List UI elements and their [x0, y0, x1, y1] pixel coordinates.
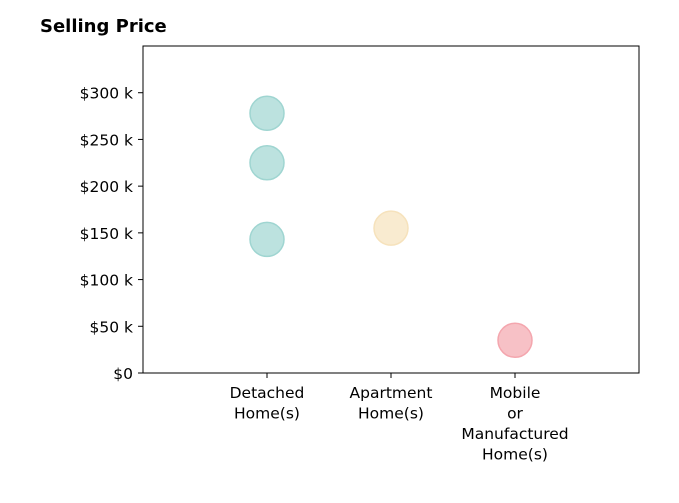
y-tick-label: $200 k	[80, 178, 133, 196]
data-point	[249, 221, 285, 258]
x-tick-label: Home(s)	[482, 446, 548, 464]
y-tick-label: $50 k	[90, 318, 134, 336]
plot-frame	[142, 45, 640, 374]
x-tick-label: Detached	[230, 384, 305, 402]
y-tick-label: $0	[113, 365, 133, 383]
data-point	[249, 145, 285, 181]
y-tick-label: $150 k	[80, 225, 133, 243]
data-point	[497, 322, 533, 359]
data-point	[373, 210, 409, 246]
x-tick-label: Home(s)	[358, 405, 424, 423]
x-axis: Detached Home(s) Apartment Home(s) Mobile or M…	[230, 373, 569, 464]
points-layer	[249, 95, 533, 359]
y-tick-label: $100 k	[80, 272, 133, 290]
x-tick-label: Home(s)	[234, 405, 300, 423]
x-tick-label: Manufactured	[461, 425, 568, 443]
y-tick-label: $250 k	[80, 131, 133, 149]
y-axis: $0 $50 k $100 k $150 k $200 k $250 k $300 k	[80, 85, 143, 383]
chart-title: Selling Price	[40, 16, 167, 37]
data-point	[249, 95, 285, 132]
y-tick-label: $300 k	[80, 85, 133, 103]
x-tick-label: or	[507, 405, 523, 423]
x-tick-label: Apartment	[350, 384, 433, 402]
x-tick-label: Mobile	[490, 384, 541, 402]
